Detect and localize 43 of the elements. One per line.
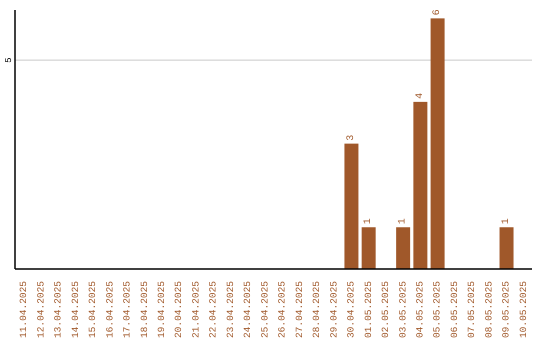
bar [413, 102, 428, 269]
x-tick-label: 03.05.2025 [397, 280, 408, 338]
x-tick-label: 15.04.2025 [87, 280, 98, 338]
x-tick-label: 09.05.2025 [500, 280, 512, 338]
x-tick-label: 12.04.2025 [35, 280, 46, 338]
x-tick-label: 11.04.2025 [18, 280, 30, 338]
x-tick-label: 22.04.2025 [208, 280, 219, 338]
x-tick-label: 23.04.2025 [224, 280, 236, 338]
x-tick-label: 29.04.2025 [328, 280, 340, 338]
x-tick-label: 02.05.2025 [380, 280, 392, 338]
x-tick-label: 01.05.2025 [362, 280, 374, 338]
x-tick-label: 13.04.2025 [52, 280, 64, 338]
x-tick-label: 24.04.2025 [242, 280, 254, 338]
x-tick-label: 25.04.2025 [259, 280, 270, 338]
data-label: 6 [432, 9, 444, 16]
data-label: 1 [363, 218, 374, 224]
data-label: 1 [398, 218, 409, 224]
x-tick-label: 19.04.2025 [156, 280, 167, 338]
x-tick-label: 27.04.2025 [294, 280, 305, 338]
x-tick-label: 21.04.2025 [190, 280, 202, 338]
x-tick-label: 26.04.2025 [276, 280, 288, 338]
x-tick-label: 16.04.2025 [104, 280, 116, 338]
bar [362, 227, 376, 269]
bar [500, 227, 514, 269]
x-tick-label: 14.04.2025 [70, 280, 81, 338]
x-tick-label: 07.05.2025 [466, 280, 478, 338]
data-label: 1 [501, 218, 512, 224]
x-tick-label: 18.04.2025 [138, 280, 150, 338]
x-tick-label: 05.05.2025 [432, 280, 443, 338]
bar [344, 144, 358, 269]
x-tick-label: 06.05.2025 [448, 280, 460, 338]
y-tick-label: 5 [4, 57, 14, 63]
x-tick-label: 08.05.2025 [483, 280, 494, 338]
x-tick-label: 20.04.2025 [173, 280, 184, 338]
bar [396, 227, 410, 269]
x-tick-label: 10.05.2025 [518, 280, 529, 338]
x-tick-label: 04.05.2025 [414, 280, 426, 338]
x-tick-label: 17.04.2025 [122, 280, 133, 338]
data-label: 3 [346, 134, 357, 141]
data-label: 4 [414, 92, 426, 99]
x-tick-label: 28.04.2025 [311, 280, 322, 338]
bar [430, 18, 445, 269]
x-tick-label: 30.04.2025 [346, 280, 357, 338]
